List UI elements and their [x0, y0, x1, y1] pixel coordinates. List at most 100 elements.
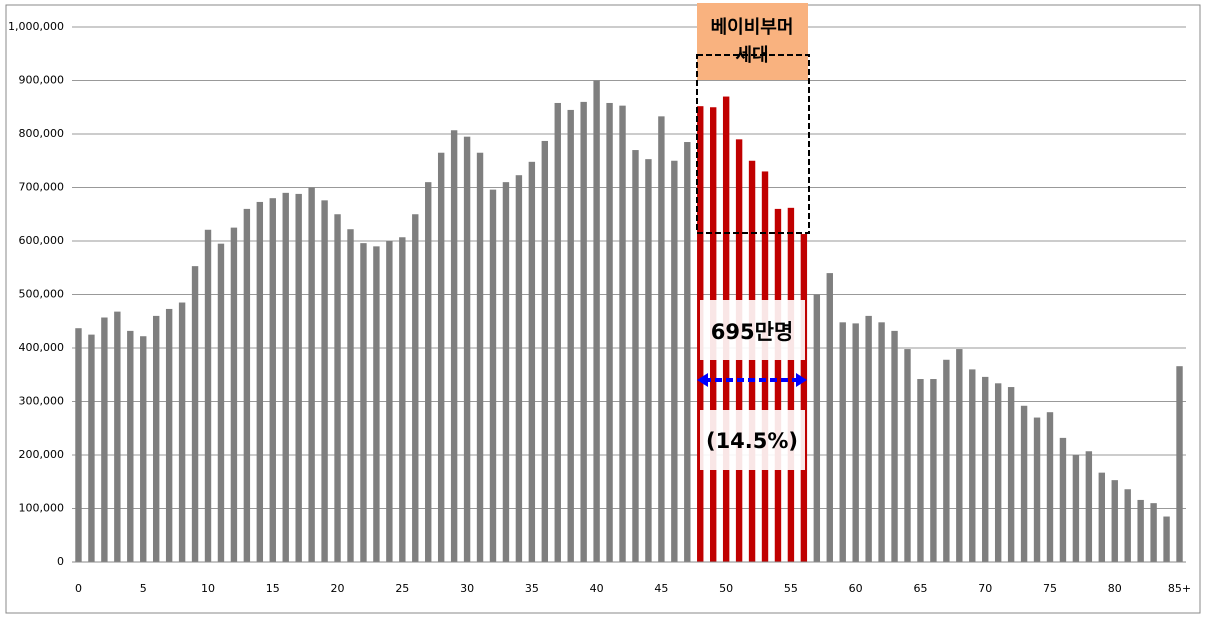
label-bg [700, 410, 805, 470]
bar [230, 227, 238, 562]
bar [152, 315, 160, 562]
bar [1137, 499, 1144, 562]
bar [865, 315, 872, 562]
bar [813, 294, 821, 562]
x-tick-label: 65 [913, 582, 927, 595]
label-bg [700, 300, 805, 360]
bar [1176, 366, 1183, 562]
annotation: 695만명 [711, 320, 793, 344]
bar [282, 192, 289, 562]
y-tick-label: 700,000 [19, 181, 65, 194]
bar [502, 182, 510, 562]
x-tick-label: 50 [719, 582, 733, 595]
bar [114, 311, 121, 562]
bar [243, 208, 251, 562]
bar [1033, 417, 1041, 562]
bar [1020, 405, 1028, 562]
bar [178, 302, 186, 562]
bar [204, 229, 212, 562]
bar [295, 193, 302, 563]
bar [787, 207, 795, 562]
y-tick-label: 300,000 [19, 395, 65, 408]
bar [852, 323, 859, 562]
bar [217, 243, 225, 563]
bar [88, 334, 95, 562]
bar [658, 116, 665, 562]
bar [943, 359, 950, 562]
bar [554, 102, 561, 562]
x-tick-label: 55 [784, 582, 798, 595]
bar [450, 130, 458, 562]
bar [684, 142, 691, 562]
bar [1163, 516, 1170, 562]
bar [1046, 412, 1054, 562]
x-tick-label: 25 [395, 582, 409, 595]
x-tick-label: 40 [590, 582, 604, 595]
bar [1111, 480, 1118, 562]
y-tick-label: 900,000 [19, 74, 65, 87]
x-tick-label: 85+ [1168, 582, 1191, 595]
bar [515, 175, 523, 562]
bar [774, 208, 782, 562]
x-tick-label: 45 [654, 582, 668, 595]
bar [75, 328, 82, 562]
dashed-box [696, 54, 810, 234]
bar [619, 105, 626, 563]
bar [360, 243, 367, 562]
bar [1085, 451, 1093, 562]
annotation: 베이비부머 [711, 17, 794, 38]
bar [256, 201, 264, 562]
bar [399, 237, 406, 562]
y-tick-label: 0 [57, 555, 64, 568]
bar [761, 171, 769, 562]
annotation: (14.5%) [706, 429, 798, 453]
bar [930, 379, 937, 562]
bar [269, 198, 276, 562]
bar [321, 200, 328, 562]
bar [437, 152, 445, 562]
bar [748, 160, 756, 562]
bar [528, 161, 536, 562]
bar [645, 159, 652, 562]
y-tick-label: 1,000,000 [8, 20, 64, 33]
bar [1098, 472, 1106, 562]
bar [191, 266, 199, 562]
annotations: 베이비부머 세대 695만명 (14.5%) [696, 3, 810, 470]
arrow-head [796, 373, 807, 387]
bar [1150, 503, 1157, 562]
bar [891, 330, 898, 562]
y-tick-label: 500,000 [19, 288, 65, 301]
bar [580, 101, 587, 563]
label-box [697, 3, 808, 80]
x-tick-label: 35 [525, 582, 539, 595]
bar [826, 273, 833, 562]
bar [800, 234, 808, 563]
y-tick-label: 800,000 [19, 127, 65, 140]
bar [1007, 387, 1015, 562]
x-tick-label: 5 [140, 582, 147, 595]
x-tick-label: 60 [849, 582, 863, 595]
bar [165, 308, 173, 562]
bar [1124, 489, 1131, 562]
bar [567, 109, 574, 563]
bar [671, 160, 678, 562]
bar [994, 383, 1002, 562]
bar [593, 80, 600, 562]
bar [839, 322, 846, 562]
bar [101, 317, 108, 562]
bar [878, 322, 885, 562]
bar [969, 369, 976, 562]
bar [463, 136, 471, 563]
annotation: 세대 [735, 45, 768, 66]
x-tick-label: 20 [331, 582, 345, 595]
x-tick-label: 10 [201, 582, 215, 595]
bar [140, 336, 147, 562]
bar [917, 379, 924, 562]
x-tick-label: 75 [1043, 582, 1057, 595]
x-tick-label: 70 [978, 582, 992, 595]
bar [127, 330, 134, 562]
x-tick-label: 15 [266, 582, 280, 595]
arrow-head [697, 373, 708, 387]
x-tick-label: 0 [75, 582, 82, 595]
bar [308, 187, 315, 562]
